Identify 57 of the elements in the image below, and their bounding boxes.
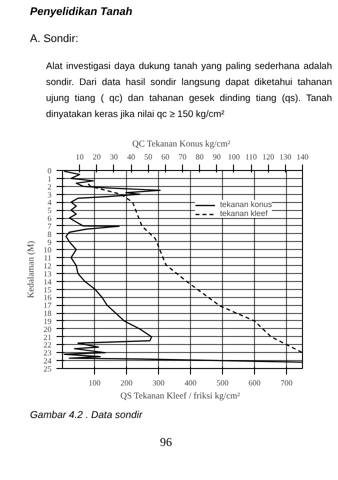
x-tick-label: 200	[120, 378, 132, 388]
x2-axis-title: QC Tekanan Konus kg/cm²	[132, 138, 231, 148]
x2-tick-label: 130	[279, 152, 292, 162]
x-tick-label: 100	[88, 378, 100, 388]
y-tick-label: 20	[44, 324, 52, 334]
x-axis-title: QS Tekanan Kleef / friksi kg/cm²	[120, 390, 240, 400]
x2-tick-label: 70	[178, 152, 186, 162]
y-tick-label: 9	[48, 238, 52, 247]
text: Gambar 4.2 . Data sondir	[30, 409, 142, 423]
legend-label: tekanan kleef	[220, 209, 268, 218]
x-tick-label: 700	[280, 378, 292, 388]
y-tick-label: 10	[44, 246, 52, 255]
y-tick-label: 13	[44, 269, 52, 278]
y-tick-label: 5	[48, 206, 52, 216]
x2-tick-label: 120	[262, 152, 274, 162]
y-tick-label: 2	[48, 182, 52, 192]
x2-tick-label: 10	[76, 152, 84, 162]
x-tick-label: 300	[152, 378, 164, 388]
y-tick-label: 0	[48, 166, 52, 176]
y-tick-label: 16	[44, 293, 52, 302]
x2-tick-label: 100	[228, 152, 240, 162]
y-tick-label: 21	[44, 332, 52, 342]
y-tick-label: 11	[44, 254, 52, 263]
y-tick-label: 23	[44, 348, 52, 358]
y-tick-label: 25	[44, 364, 52, 374]
y-tick-label: 19	[44, 316, 52, 326]
y-tick-label: 7	[48, 222, 52, 231]
y-tick-label: 14	[44, 277, 52, 286]
x2-tick-label: 140	[296, 152, 308, 162]
x2-tick-label: 110	[245, 152, 257, 162]
y-tick-label: 15	[44, 285, 52, 294]
chart-subtitle: A. Sondir:	[30, 32, 78, 47]
y-tick-label: 3	[48, 190, 52, 200]
y-tick-label: 24	[44, 356, 52, 366]
x2-tick-label: 40	[127, 152, 136, 162]
x2-tick-label: 60	[161, 152, 170, 162]
y-tick-label: 4	[48, 198, 52, 208]
x-tick-label: 500	[216, 378, 228, 388]
y-axis-title: Kedalaman (M)	[26, 240, 36, 298]
x2-tick-label: 50	[144, 152, 152, 162]
y-tick-label: 1	[48, 174, 52, 184]
y-tick-label: 18	[44, 309, 52, 318]
x2-tick-label: 80	[196, 152, 204, 162]
chart-title: Penyelidikan Tanah	[30, 5, 132, 20]
x-tick-label: 600	[248, 378, 260, 388]
x2-tick-label: 90	[212, 152, 221, 162]
x2-tick-label: 30	[110, 152, 118, 162]
text: 96	[160, 434, 172, 451]
y-tick-label: 17	[44, 301, 52, 310]
y-tick-label: 6	[48, 214, 52, 224]
text: Alat investigasi daya dukung tanah yang paling sederhana adalah sondir. Dari data hasil sondir langsung dapat diketahui tahanan ujung tiang ( qc) dan tahanan gesek dinding tiang (qs). Tanah dinyatakan keras jika nilai qc ≥ 150 kg/cm²	[46, 60, 332, 122]
x-tick-label: 400	[184, 378, 196, 388]
y-tick-label: 12	[44, 262, 52, 271]
legend-label: tekanan konus	[220, 200, 272, 209]
y-tick-label: 8	[48, 230, 52, 239]
x2-tick-label: 20	[92, 152, 101, 162]
y-tick-label: 22	[44, 340, 52, 350]
